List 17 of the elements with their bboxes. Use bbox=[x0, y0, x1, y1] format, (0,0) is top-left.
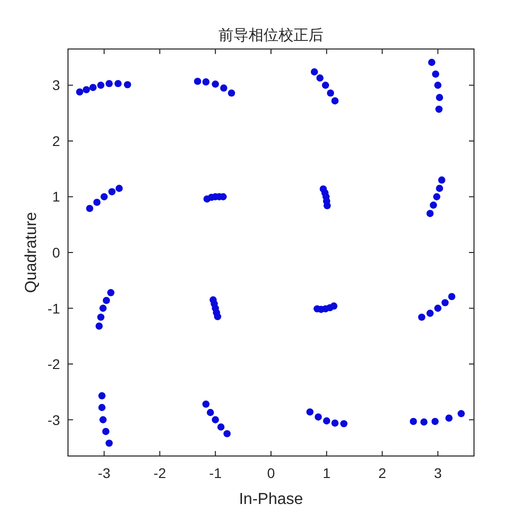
x-tick-label: 1 bbox=[322, 465, 331, 481]
chart-title: 前导相位校正后 bbox=[218, 27, 324, 44]
x-tick-label: -1 bbox=[209, 465, 222, 481]
y-tick-label: -3 bbox=[48, 412, 60, 428]
x-axis-title: In-Phase bbox=[238, 491, 304, 508]
x-tick-label: 3 bbox=[434, 465, 442, 481]
y-tick-label: 3 bbox=[52, 77, 60, 94]
x-tick-label: -3 bbox=[98, 465, 111, 481]
x-tick-label: 0 bbox=[267, 465, 276, 481]
y-tick-label: 2 bbox=[52, 132, 60, 149]
y-tick-label: -2 bbox=[48, 356, 60, 372]
y-tick-label: 1 bbox=[52, 188, 60, 205]
y-tick-label: 0 bbox=[52, 244, 60, 260]
x-tick-label: -2 bbox=[154, 465, 166, 481]
x-tick-label: 2 bbox=[378, 465, 386, 481]
y-axis-title: Quadrature bbox=[23, 212, 40, 293]
y-tick-label: -1 bbox=[48, 300, 60, 316]
